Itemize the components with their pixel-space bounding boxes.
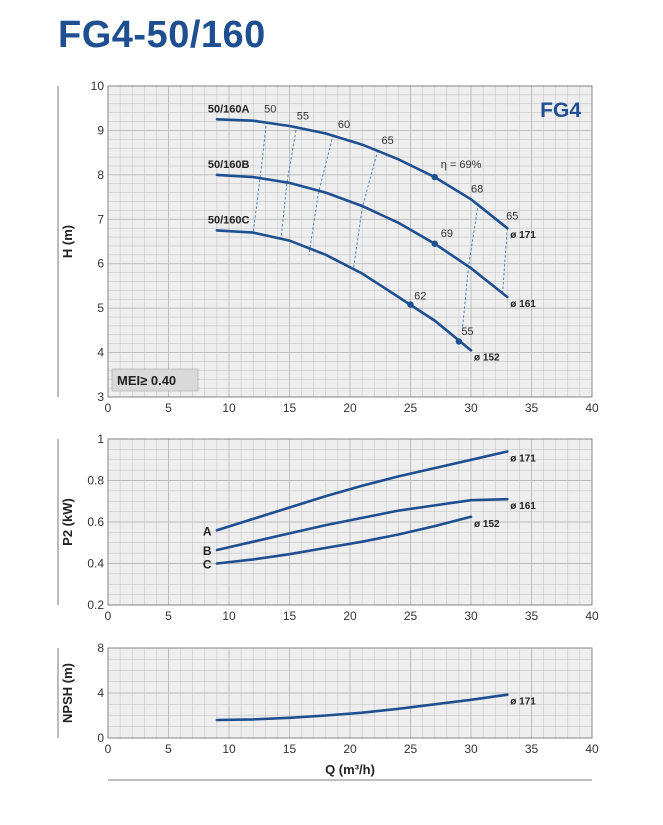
efficiency-line	[462, 203, 479, 329]
x-tick-label: 15	[283, 609, 297, 623]
x-tick-label: 35	[525, 742, 539, 756]
curve-b	[215, 497, 509, 552]
series-label: A	[203, 524, 212, 538]
diameter-label: ø 171	[510, 230, 536, 241]
efficiency-value-label: η = 69%	[441, 159, 482, 171]
y-tick-label: 8	[97, 641, 104, 655]
diameter-label: ø 161	[510, 501, 536, 512]
efficiency-point	[455, 338, 463, 345]
y-axis-label: P2 (kW)	[60, 498, 75, 546]
x-tick-label: 35	[525, 609, 539, 623]
efficiency-value-label: 62	[414, 290, 426, 302]
efficiency-value-label: 55	[297, 110, 309, 122]
curve-c	[215, 515, 473, 565]
x-tick-label: 5	[165, 401, 172, 415]
mei-label: MEI≥ 0.40	[117, 373, 176, 388]
y-tick-label: 0	[97, 731, 104, 745]
efficiency-value-label: 60	[338, 119, 350, 131]
y-tick-label: 1	[97, 432, 104, 446]
series-label: 50/160B	[208, 159, 250, 171]
x-tick-label: 5	[165, 609, 172, 623]
y-tick-label: 6	[97, 257, 104, 271]
x-tick-label: 30	[464, 401, 478, 415]
y-tick-label: 7	[97, 212, 104, 226]
x-tick-label: 15	[283, 401, 297, 415]
y-axis-label: H (m)	[60, 225, 75, 258]
efficiency-value-label: 55	[461, 326, 473, 338]
diameter-label: ø 152	[474, 519, 500, 530]
x-tick-label: 0	[105, 609, 112, 623]
efficiency-point	[431, 173, 438, 181]
y-tick-label: 10	[91, 79, 105, 93]
x-tick-label: 10	[222, 609, 236, 623]
mei-box	[111, 368, 199, 392]
efficiency-point	[431, 240, 438, 247]
efficiency-point	[407, 301, 414, 308]
x-axis-label: Q (m³/h)	[325, 762, 375, 777]
x-tick-label: 30	[464, 609, 478, 623]
diameter-label: ø 161	[510, 299, 536, 310]
curve-50-160b	[215, 173, 509, 299]
x-tick-label: 15	[283, 742, 297, 756]
x-tick-label: 10	[222, 401, 236, 415]
chart-power: 0 5 10 15 20 25 30 35 40 0.2 0.4 0.6 0.8 1 P2 (kW) ø 17…	[57, 432, 599, 623]
x-tick-label: 30	[464, 742, 478, 756]
curve-50-160c	[215, 229, 473, 352]
y-tick-label: 3	[97, 390, 104, 404]
x-tick-label: 20	[343, 609, 357, 623]
diameter-label: ø 171	[510, 453, 536, 464]
series-label: 50/160C	[208, 214, 250, 226]
x-tick-label: 40	[585, 401, 599, 415]
brand-label: FG4	[540, 99, 581, 122]
x-tick-label: 5	[165, 742, 172, 756]
chart-npsh: 0 5 10 15 20 25 30 35 40 0 4 8 NPSH (m) Q (m³/h) ø 171	[57, 641, 599, 781]
x-tick-label: 25	[404, 742, 418, 756]
y-tick-label: 0.8	[87, 474, 104, 488]
y-tick-label: 0.6	[87, 515, 104, 529]
series-label: 50/160A	[208, 103, 250, 115]
plot-frame	[107, 438, 593, 606]
x-tick-label: 0	[105, 401, 112, 415]
y-axis-label: NPSH (m)	[60, 663, 75, 723]
efficiency-value-label: 50	[264, 104, 276, 116]
efficiency-value-label: 69	[441, 228, 453, 240]
curve-50-160a	[215, 118, 509, 230]
curve-a	[215, 450, 509, 532]
x-tick-label: 40	[585, 609, 599, 623]
diameter-label: ø 152	[474, 352, 500, 363]
efficiency-value-label: 68	[471, 184, 483, 196]
x-tick-label: 35	[525, 401, 539, 415]
curve-npsh	[215, 693, 509, 722]
efficiency-value-label: 65	[381, 135, 393, 147]
x-tick-label: 20	[343, 742, 357, 756]
y-tick-label: 4	[97, 686, 104, 700]
plot-frame	[107, 85, 593, 398]
y-tick-label: 9	[97, 123, 104, 137]
page-title: FG4-50/160	[58, 14, 266, 56]
x-tick-label: 25	[404, 609, 418, 623]
y-tick-label: 0.2	[87, 598, 104, 612]
diameter-label: ø 171	[510, 697, 536, 708]
efficiency-value-label: 65	[506, 210, 518, 222]
x-tick-label: 40	[585, 742, 599, 756]
series-label: C	[203, 558, 212, 572]
x-tick-label: 20	[343, 401, 357, 415]
y-tick-label: 0.4	[87, 557, 104, 571]
chart-head: 0 5 10 15 20 25 30 35 40 3 4 5 6 7 8 9 10 H (m) ø 171 50/16…	[57, 79, 599, 415]
efficiency-line	[502, 228, 508, 295]
efficiency-line	[308, 134, 334, 255]
efficiency-line	[353, 150, 379, 269]
y-tick-label: 4	[97, 346, 104, 360]
x-tick-label: 10	[222, 742, 236, 756]
x-tick-label: 0	[105, 742, 112, 756]
y-tick-label: 5	[97, 301, 104, 315]
series-label: B	[203, 544, 212, 558]
y-tick-label: 8	[97, 168, 104, 182]
x-tick-label: 25	[404, 401, 418, 415]
plot-frame	[107, 647, 593, 739]
